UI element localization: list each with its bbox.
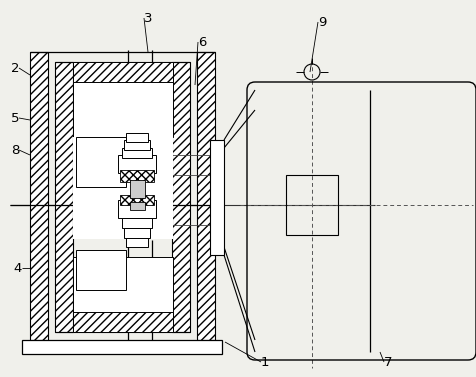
Bar <box>73 62 173 137</box>
Bar <box>73 137 173 239</box>
Bar <box>286 175 337 235</box>
Text: 9: 9 <box>317 15 326 29</box>
Text: 8: 8 <box>11 144 19 156</box>
Bar <box>120 170 154 182</box>
Text: 7: 7 <box>383 356 391 368</box>
Bar <box>197 52 215 340</box>
Bar <box>118 200 156 218</box>
Text: 2: 2 <box>11 61 19 75</box>
Bar <box>130 202 145 210</box>
Text: 1: 1 <box>260 356 268 368</box>
Bar <box>122 148 152 158</box>
Bar <box>122 218 152 228</box>
Bar <box>73 312 173 332</box>
Bar <box>209 140 224 255</box>
Bar <box>120 195 154 205</box>
Bar <box>55 62 73 332</box>
Bar <box>126 133 148 142</box>
Bar <box>172 62 189 332</box>
Bar <box>76 137 126 187</box>
Bar <box>73 62 173 82</box>
Bar <box>126 238 148 247</box>
Bar <box>124 140 149 150</box>
Bar <box>22 340 221 354</box>
Bar <box>130 180 145 198</box>
Bar <box>124 228 149 238</box>
Bar <box>118 155 156 173</box>
Text: 6: 6 <box>198 35 206 49</box>
Bar <box>76 250 126 290</box>
Text: 5: 5 <box>11 112 19 124</box>
Text: 3: 3 <box>143 12 152 25</box>
Bar <box>73 257 173 332</box>
Text: 4: 4 <box>14 262 22 274</box>
Bar <box>30 52 48 340</box>
